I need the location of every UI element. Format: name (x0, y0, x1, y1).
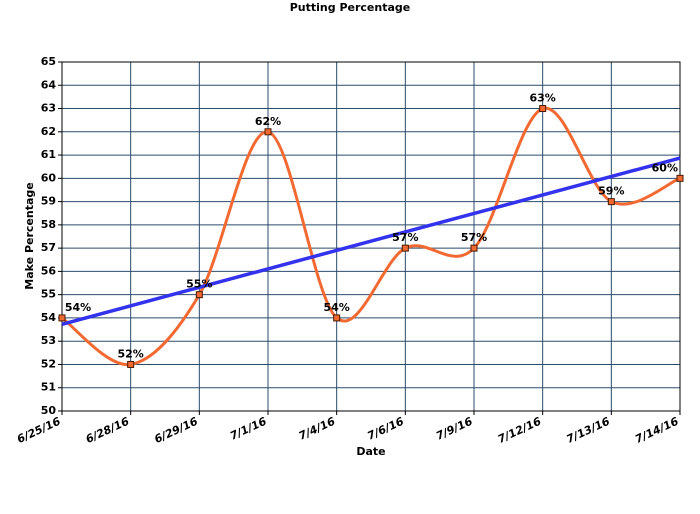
point-marker (607, 198, 615, 206)
data-label: 60% (652, 161, 678, 174)
point-marker (195, 291, 203, 299)
y-tick-label: 50 (41, 404, 57, 417)
y-tick-label: 62 (41, 125, 56, 138)
point-marker (58, 314, 66, 322)
data-label: 54% (323, 301, 349, 314)
y-tick-label: 61 (41, 148, 56, 161)
x-tick-label: 7/14/16 (633, 415, 681, 446)
data-label: 57% (461, 231, 487, 244)
plot-area (62, 62, 680, 411)
y-tick-label: 55 (41, 288, 56, 301)
y-tick-label: 64 (41, 78, 57, 91)
point-marker (539, 105, 547, 113)
y-tick-label: 59 (41, 195, 56, 208)
x-tick-label: 6/25/16 (15, 415, 63, 446)
data-label: 52% (117, 347, 143, 360)
y-axis-label: Make Percentage (23, 182, 36, 289)
y-tick-label: 54 (41, 311, 57, 324)
x-tick-label: 6/29/16 (152, 415, 200, 446)
data-label: 62% (255, 115, 281, 128)
x-tick-label: 7/12/16 (496, 415, 544, 446)
y-tick-label: 57 (41, 241, 56, 254)
plot-border (61, 61, 681, 412)
data-label: 57% (392, 231, 418, 244)
data-label: 55% (186, 278, 212, 291)
x-tick-label: 7/9/16 (434, 415, 475, 443)
x-tick-label: 7/4/16 (297, 415, 338, 443)
x-tick-label: 6/28/16 (84, 415, 132, 446)
point-marker (401, 244, 409, 252)
point-marker (333, 314, 341, 322)
data-label: 54% (65, 301, 91, 314)
data-label: 63% (529, 92, 555, 105)
data-label: 59% (598, 185, 624, 198)
point-marker (676, 174, 684, 182)
x-tick-label: 7/6/16 (365, 415, 406, 443)
trend-line (61, 156, 681, 326)
y-tick-label: 65 (41, 55, 56, 68)
x-tick-label: 7/13/16 (564, 415, 612, 446)
y-tick-label: 63 (41, 102, 56, 115)
point-marker (264, 128, 272, 136)
point-marker (127, 360, 135, 368)
y-tick-label: 60 (41, 171, 57, 184)
series-line (61, 107, 681, 366)
x-axis-label: Date (356, 445, 385, 458)
chart-title: Putting Percentage (290, 1, 411, 14)
y-tick-label: 58 (41, 218, 56, 231)
x-tick-label: 7/1/16 (228, 415, 269, 443)
point-marker (470, 244, 478, 252)
y-tick-label: 51 (41, 381, 56, 394)
y-tick-label: 56 (41, 264, 57, 277)
y-tick-label: 52 (41, 357, 56, 370)
y-tick-label: 53 (41, 334, 56, 347)
